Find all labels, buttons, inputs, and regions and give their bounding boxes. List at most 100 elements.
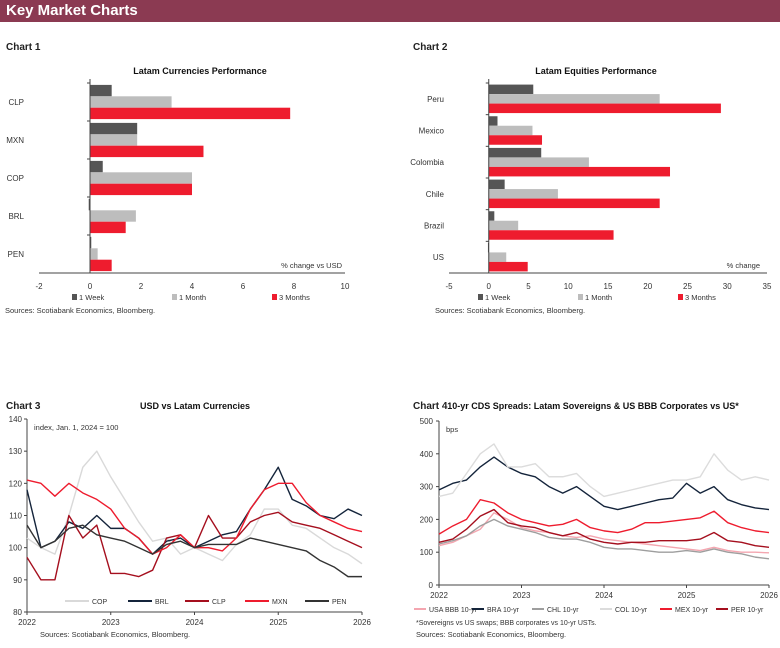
series-line-chl-10-yr xyxy=(438,518,770,560)
series-line-per-10-yr xyxy=(438,508,770,548)
bar xyxy=(88,198,90,211)
bar xyxy=(488,135,543,145)
chart-title: Latam Equities Performance xyxy=(535,66,657,76)
tick-label: 35 xyxy=(763,282,772,291)
tick-label: 4 xyxy=(190,282,195,291)
bar xyxy=(90,84,112,97)
x-tick-label: 2024 xyxy=(186,618,204,627)
legend-label: USA BBB 10-yr xyxy=(429,607,478,614)
y-tick-label: 200 xyxy=(420,515,434,524)
bar xyxy=(90,160,103,173)
legend-label: 1 Week xyxy=(485,293,511,302)
legend-label: 1 Month xyxy=(179,293,206,302)
bar xyxy=(90,183,192,196)
bar xyxy=(90,210,136,222)
bar xyxy=(488,116,498,126)
bar xyxy=(488,84,534,95)
tick-label: 30 xyxy=(723,282,732,291)
legend-label: BRL xyxy=(155,599,169,606)
category-label: CLP xyxy=(8,98,24,107)
y-tick-label: 80 xyxy=(13,608,22,617)
tick-label: 5 xyxy=(526,282,531,291)
x-tick-label: 2022 xyxy=(430,591,448,600)
legend-swatch xyxy=(272,294,277,300)
bar xyxy=(90,172,192,184)
tick-label: -5 xyxy=(445,282,453,291)
bar xyxy=(488,147,542,158)
category-label: COP xyxy=(7,174,24,183)
y-tick-label: 100 xyxy=(420,548,434,557)
legend-label: 1 Week xyxy=(79,293,105,302)
category-label: US xyxy=(433,253,444,262)
x-tick-label: 2022 xyxy=(18,618,36,627)
series-line-bra-10-yr xyxy=(438,456,770,511)
series-line-clp xyxy=(26,511,363,581)
unit-label: index, Jan. 1, 2024 = 100 xyxy=(34,423,118,432)
category-label: PEN xyxy=(8,250,25,259)
series-line-brl xyxy=(26,466,363,555)
tick-label: 8 xyxy=(292,282,297,291)
category-label: Colombia xyxy=(410,158,444,167)
series-line-mex-10-yr xyxy=(438,499,770,535)
tick-label: 10 xyxy=(564,282,573,291)
y-tick-label: 300 xyxy=(420,483,434,492)
source-note: Sources: Scotiabank Economics, Bloomberg… xyxy=(416,630,566,639)
tick-label: 20 xyxy=(643,282,652,291)
category-label: Chile xyxy=(426,190,445,199)
bar xyxy=(90,96,172,108)
legend-label: CHL 10-yr xyxy=(547,607,579,614)
tick-label: 25 xyxy=(683,282,692,291)
tick-label: 15 xyxy=(604,282,613,291)
footnote: *Sovereigns vs US swaps; BBB corporates … xyxy=(416,620,597,627)
bar xyxy=(488,125,533,136)
chart-title: USD vs Latam Currencies xyxy=(140,401,250,411)
legend-label: 3 Months xyxy=(685,293,716,302)
bar xyxy=(90,248,98,260)
x-tick-label: 2026 xyxy=(353,618,371,627)
bar xyxy=(488,230,614,240)
legend-label: COP xyxy=(92,599,108,606)
bar xyxy=(488,261,528,272)
unit-label: % change xyxy=(727,261,760,270)
category-label: Brazil xyxy=(424,222,444,231)
legend-swatch xyxy=(478,294,483,300)
legend-swatch xyxy=(578,294,583,300)
x-tick-label: 2025 xyxy=(678,591,696,600)
x-tick-label: 2025 xyxy=(269,618,287,627)
legend-label: MXN xyxy=(272,599,288,606)
legend-label: BRA 10-yr xyxy=(487,607,520,614)
tick-label: 2 xyxy=(139,282,144,291)
y-tick-label: 90 xyxy=(13,576,22,585)
chart-2-label: Chart 2 xyxy=(413,42,448,53)
bar xyxy=(488,220,519,231)
bar xyxy=(488,189,558,199)
series-line-col-10-yr xyxy=(438,443,770,498)
source-note: Sources: Scotiabank Economics, Bloomberg… xyxy=(435,306,585,315)
y-tick-label: 130 xyxy=(9,447,23,456)
legend-label: PEN xyxy=(332,599,346,606)
page-header: Key Market Charts xyxy=(0,0,780,22)
chart-title: 10-yr CDS Spreads: Latam Sovereigns & US… xyxy=(447,401,739,411)
bar xyxy=(488,211,495,221)
series-line-mxn xyxy=(26,479,363,555)
category-label: MXN xyxy=(6,136,24,145)
y-tick-label: 400 xyxy=(420,450,434,459)
bar xyxy=(488,198,660,209)
y-tick-label: 120 xyxy=(9,479,23,488)
x-tick-label: 2023 xyxy=(102,618,120,627)
legend-label: COL 10-yr xyxy=(615,607,648,614)
tick-label: 0 xyxy=(88,282,93,291)
bar xyxy=(488,94,660,104)
bar xyxy=(90,259,112,272)
tick-label: 10 xyxy=(341,282,350,291)
tick-label: -2 xyxy=(35,282,43,291)
unit-label: % change vs USD xyxy=(281,261,342,270)
category-label: BRL xyxy=(8,212,24,221)
legend-swatch xyxy=(72,294,77,300)
legend-label: CLP xyxy=(212,599,226,606)
y-tick-label: 140 xyxy=(9,415,23,424)
legend-swatch xyxy=(172,294,177,300)
y-tick-label: 110 xyxy=(9,512,22,521)
x-tick-label: 2026 xyxy=(760,591,778,600)
